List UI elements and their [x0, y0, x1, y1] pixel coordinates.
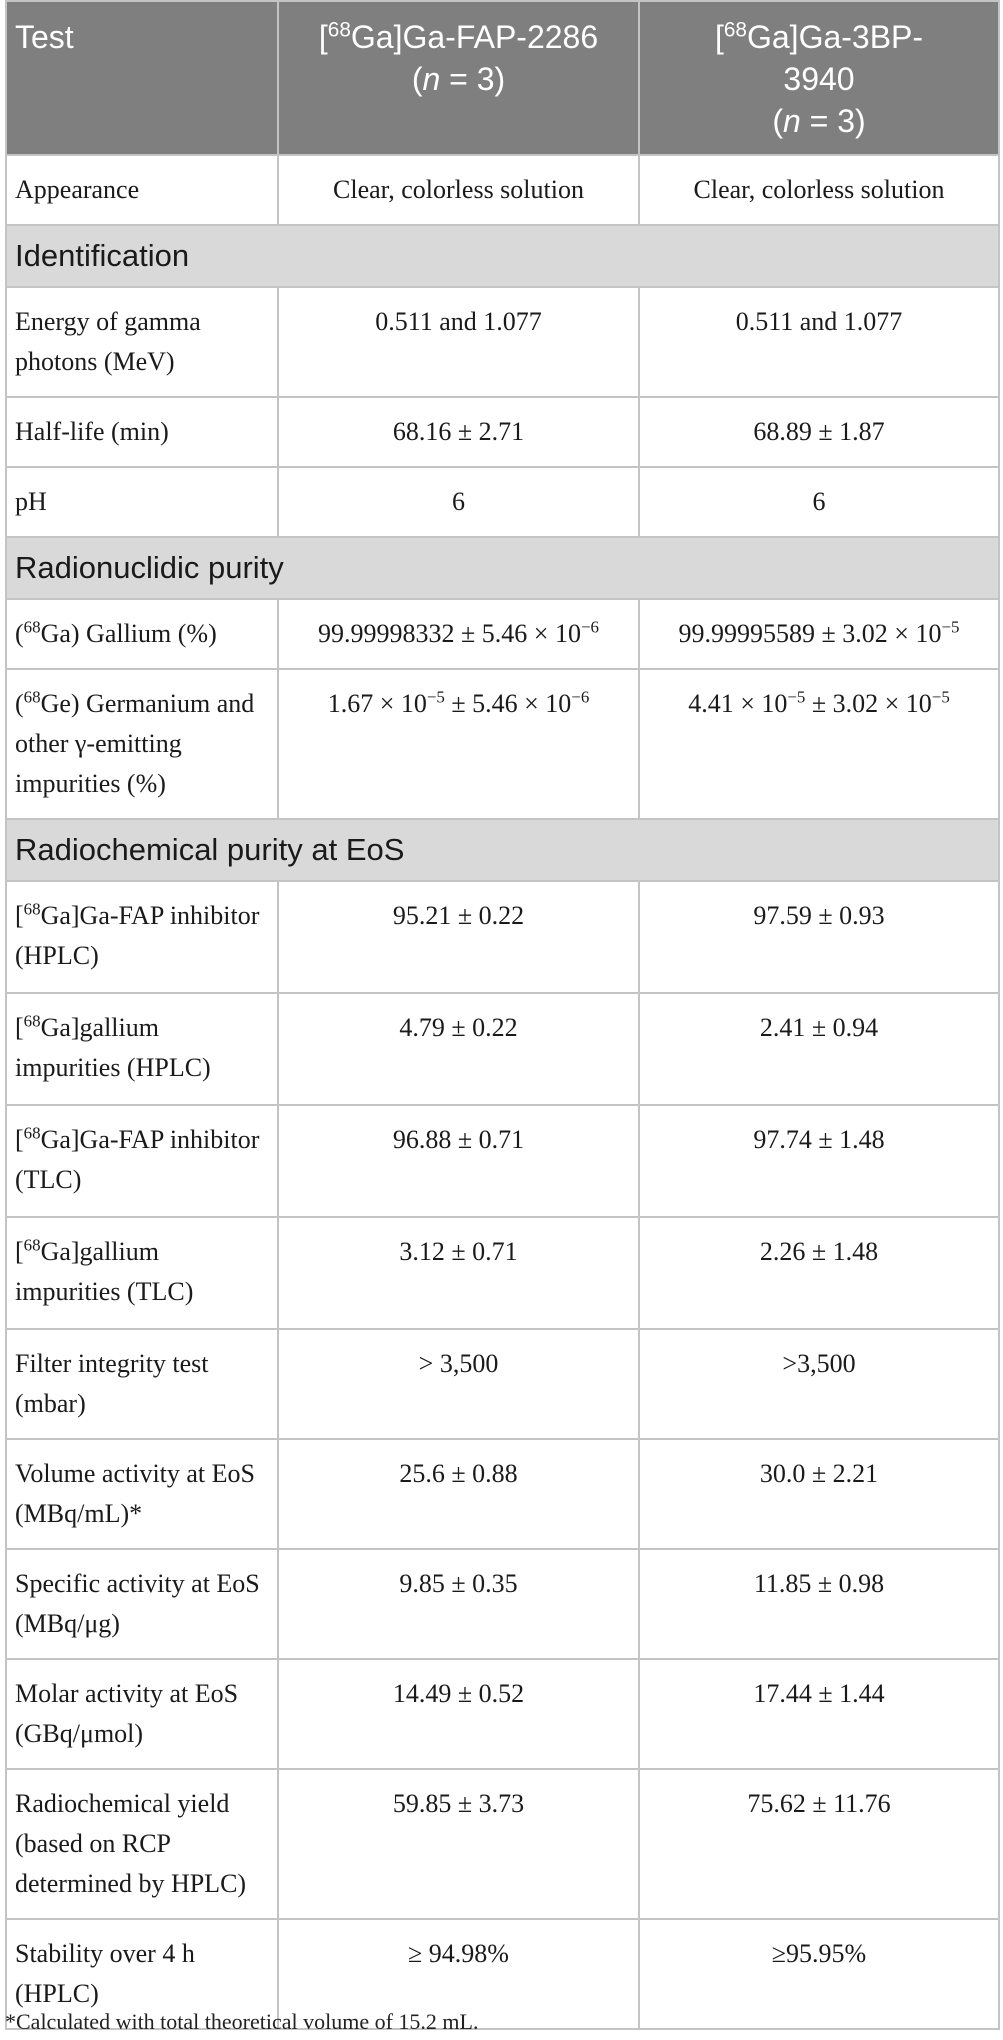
value-fap-2286: 3.12 ± 0.71 [277, 1216, 640, 1330]
row-label: [68Ga]gallium impurities (HPLC) [5, 992, 279, 1106]
header-3bp-3940: [68Ga]Ga-3BP- 3940 (n = 3) [638, 0, 1000, 156]
header-fap-2286: [68Ga]Ga-FAP-2286 (n = 3) [277, 0, 640, 156]
header-fap-2286-n: (n = 3) [411, 61, 506, 97]
quality-control-table: Test [68Ga]Ga-FAP-2286 (n = 3) [68Ga]Ga-… [5, 0, 1000, 2030]
value-fap-2286: 59.85 ± 3.73 [277, 1768, 640, 1920]
table-row: Appearance Clear, colorless solution Cle… [5, 154, 1000, 226]
value-3bp-3940: 97.74 ± 1.48 [638, 1104, 1000, 1218]
value-3bp-3940: 68.89 ± 1.87 [638, 396, 1000, 468]
row-label: Stability over 4 h (HPLC) [5, 1918, 279, 2030]
value-fap-2286: 1.67 × 10−5 ± 5.46 × 10−6 [277, 668, 640, 820]
value-fap-2286: 9.85 ± 0.35 [277, 1548, 640, 1660]
value-fap-2286: 14.49 ± 0.52 [277, 1658, 640, 1770]
section-row: Identification [5, 224, 1000, 288]
value-fap-2286: 96.88 ± 0.71 [277, 1104, 640, 1218]
row-label: [68Ga]gallium impurities (TLC) [5, 1216, 279, 1330]
table-row: Specific activity at EoS (MBq/μg) 9.85 ±… [5, 1548, 1000, 1660]
value-3bp-3940: 75.62 ± 11.76 [638, 1768, 1000, 1920]
value-3bp-3940: 6 [638, 466, 1000, 538]
section-radiochemical-purity: Radiochemical purity at EoS [5, 818, 1000, 882]
row-label: Molar activity at EoS (GBq/μmol) [5, 1658, 279, 1770]
section-row: Radiochemical purity at EoS [5, 818, 1000, 882]
row-label: Appearance [5, 154, 279, 226]
row-label: pH [5, 466, 279, 538]
value-3bp-3940: 2.41 ± 0.94 [638, 992, 1000, 1106]
table-row: Stability over 4 h (HPLC) ≥ 94.98% ≥95.9… [5, 1918, 1000, 2030]
value-fap-2286: ≥ 94.98% [277, 1918, 640, 2030]
section-radionuclidic-purity: Radionuclidic purity [5, 536, 1000, 600]
results-table-container: Test [68Ga]Ga-FAP-2286 (n = 3) [68Ga]Ga-… [5, 0, 1000, 2030]
row-label: [68Ga]Ga-FAP inhibitor (HPLC) [5, 880, 279, 994]
value-3bp-3940: 17.44 ± 1.44 [638, 1658, 1000, 1770]
value-fap-2286: 99.99998332 ± 5.46 × 10−6 [277, 598, 640, 670]
table-row: [68Ga]gallium impurities (HPLC) 4.79 ± 0… [5, 992, 1000, 1106]
table-row: pH 6 6 [5, 466, 1000, 538]
table-row: (68Ge) Germanium and other γ-emitting im… [5, 668, 1000, 820]
table-row: Energy of gamma photons (MeV) 0.511 and … [5, 286, 1000, 398]
table-row: [68Ga]Ga-FAP inhibitor (TLC) 96.88 ± 0.7… [5, 1104, 1000, 1218]
row-label: Energy of gamma photons (MeV) [5, 286, 279, 398]
table-row: Radiochemical yield (based on RCP determ… [5, 1768, 1000, 1920]
header-row: Test [68Ga]Ga-FAP-2286 (n = 3) [68Ga]Ga-… [5, 0, 1000, 156]
value-fap-2286: Clear, colorless solution [277, 154, 640, 226]
value-fap-2286: 6 [277, 466, 640, 538]
value-fap-2286: > 3,500 [277, 1328, 640, 1440]
value-3bp-3940: 97.59 ± 0.93 [638, 880, 1000, 994]
row-label: [68Ga]Ga-FAP inhibitor (TLC) [5, 1104, 279, 1218]
value-3bp-3940: >3,500 [638, 1328, 1000, 1440]
value-fap-2286: 4.79 ± 0.22 [277, 992, 640, 1106]
row-label: Volume activity at EoS (MBq/mL)* [5, 1438, 279, 1550]
value-fap-2286: 0.511 and 1.077 [277, 286, 640, 398]
value-3bp-3940: Clear, colorless solution [638, 154, 1000, 226]
table-row: (68Ga) Gallium (%) 99.99998332 ± 5.46 × … [5, 598, 1000, 670]
value-3bp-3940: 99.99995589 ± 3.02 × 10−5 [638, 598, 1000, 670]
value-3bp-3940: 11.85 ± 0.98 [638, 1548, 1000, 1660]
header-test: Test [5, 0, 279, 156]
value-3bp-3940: 30.0 ± 2.21 [638, 1438, 1000, 1550]
section-identification: Identification [5, 224, 1000, 288]
value-3bp-3940: 0.511 and 1.077 [638, 286, 1000, 398]
value-3bp-3940: ≥95.95% [638, 1918, 1000, 2030]
value-3bp-3940: 4.41 × 10−5 ± 3.02 × 10−5 [638, 668, 1000, 820]
row-label: (68Ga) Gallium (%) [5, 598, 279, 670]
value-3bp-3940: 2.26 ± 1.48 [638, 1216, 1000, 1330]
table-row: Half-life (min) 68.16 ± 2.71 68.89 ± 1.8… [5, 396, 1000, 468]
table-row: [68Ga]gallium impurities (TLC) 3.12 ± 0.… [5, 1216, 1000, 1330]
table-footnote: *Calculated with total theoretical volum… [5, 2009, 479, 2034]
table-row: Molar activity at EoS (GBq/μmol) 14.49 ±… [5, 1658, 1000, 1770]
table-row: Volume activity at EoS (MBq/mL)* 25.6 ± … [5, 1438, 1000, 1550]
row-label: Filter integrity test (mbar) [5, 1328, 279, 1440]
table-row: Filter integrity test (mbar) > 3,500 >3,… [5, 1328, 1000, 1440]
value-fap-2286: 68.16 ± 2.71 [277, 396, 640, 468]
row-label: Radiochemical yield (based on RCP determ… [5, 1768, 279, 1920]
section-row: Radionuclidic purity [5, 536, 1000, 600]
row-label: (68Ge) Germanium and other γ-emitting im… [5, 668, 279, 820]
value-fap-2286: 25.6 ± 0.88 [277, 1438, 640, 1550]
row-label: Specific activity at EoS (MBq/μg) [5, 1548, 279, 1660]
value-fap-2286: 95.21 ± 0.22 [277, 880, 640, 994]
row-label: Half-life (min) [5, 396, 279, 468]
header-3bp-3940-n: (n = 3) [772, 103, 866, 139]
table-row: [68Ga]Ga-FAP inhibitor (HPLC) 95.21 ± 0.… [5, 880, 1000, 994]
